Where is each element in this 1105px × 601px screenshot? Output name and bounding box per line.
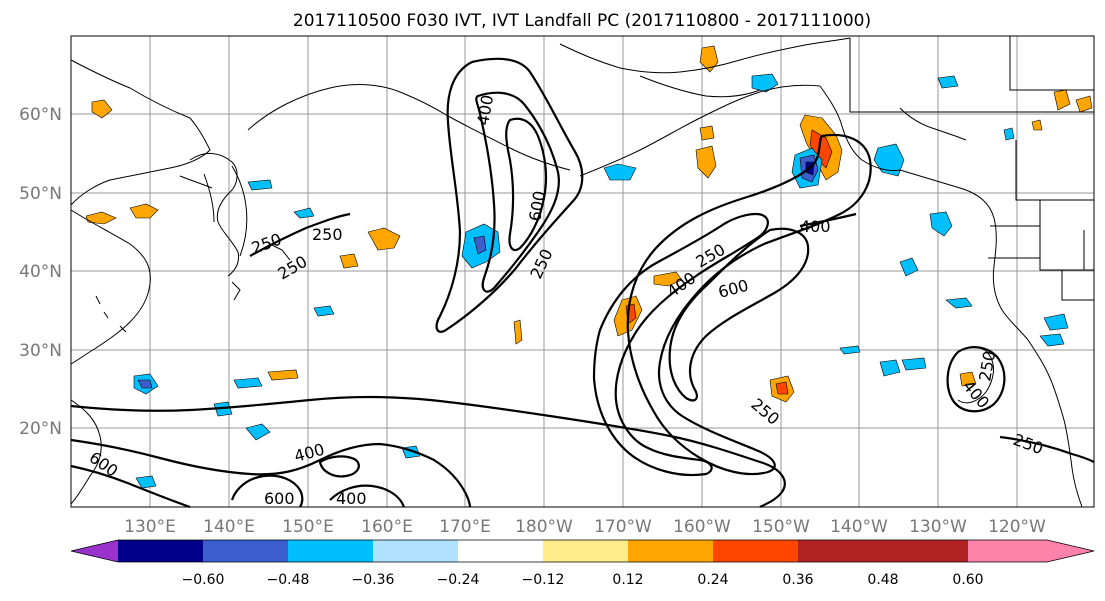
lat-tick-label: 50°N — [19, 184, 62, 204]
lon-tick-label: 160°E — [361, 517, 413, 537]
lon-tick-label: 170°W — [594, 517, 652, 537]
lon-tick-label: 120°W — [988, 517, 1046, 537]
longitude-ticks: 130°E 140°E 150°E 160°E 170°E 180°W 170°… — [124, 517, 1046, 537]
lon-tick-label: 130°E — [124, 517, 176, 537]
lon-tick-label: 160°W — [673, 517, 731, 537]
lon-tick-label: 150°W — [752, 517, 810, 537]
colorbar-tick-label: 0.60 — [952, 572, 983, 588]
gridlines — [71, 36, 1094, 507]
lat-tick-label: 30°N — [19, 341, 62, 361]
colorbar-tick-label: 0.24 — [697, 572, 728, 588]
lat-tick-label: 40°N — [19, 262, 62, 282]
colorbar-tick-label: −0.60 — [182, 572, 225, 588]
lon-tick-label: 130°W — [909, 517, 967, 537]
lon-tick-label: 150°E — [282, 517, 334, 537]
contour-label: 250 — [312, 225, 343, 244]
lon-tick-label: 170°E — [439, 517, 491, 537]
contour-label: 400 — [336, 489, 367, 508]
colorbar-segment — [288, 540, 373, 562]
colorbar-tick-label: −0.48 — [267, 572, 310, 588]
colorbar-extend-low — [71, 540, 118, 562]
colorbar-tick-label: 0.12 — [612, 572, 643, 588]
colorbar-tick-label: −0.12 — [522, 572, 565, 588]
colorbar-tick-label: −0.36 — [352, 572, 395, 588]
colorbar-segment — [203, 540, 288, 562]
colorbar-segment — [798, 540, 883, 562]
colorbar-outline — [70, 539, 1095, 563]
colorbar-segment — [713, 540, 798, 562]
map-panel: 400 600 250 250 250 250 400 250 400 600 … — [70, 35, 1095, 509]
map-frame — [70, 35, 1095, 508]
colorbar-tick-label: 0.36 — [782, 572, 813, 588]
ivt-contours — [70, 57, 1095, 509]
colorbar-tick-label: 0.48 — [867, 572, 898, 588]
colorbar-tick-label: −0.24 — [437, 572, 480, 588]
colorbar-segment — [458, 540, 543, 562]
pc-shading — [85, 45, 1093, 489]
lon-tick-label: 140°W — [830, 517, 888, 537]
colorbar-segment — [373, 540, 458, 562]
colorbar-extend-high — [883, 540, 968, 562]
latitude-ticks: 60°N 50°N 40°N 30°N 20°N — [19, 105, 62, 439]
lon-tick-label: 140°E — [203, 517, 255, 537]
colorbar-segment — [543, 540, 628, 562]
coastlines — [70, 36, 1094, 508]
lat-tick-label: 60°N — [19, 105, 62, 125]
colorbar: −0.60 −0.48 −0.36 −0.24 −0.12 0.12 0.24 … — [70, 539, 1095, 588]
contour-label: 400 — [800, 217, 831, 236]
colorbar-segment-high — [968, 540, 1094, 562]
lon-tick-label: 180°W — [515, 517, 573, 537]
colorbar-segment — [118, 540, 203, 562]
figure-title: 2017110500 F030 IVT, IVT Landfall PC (20… — [293, 11, 871, 31]
contour-label: 600 — [264, 489, 295, 508]
lat-tick-label: 20°N — [19, 419, 62, 439]
colorbar-segment — [628, 540, 713, 562]
